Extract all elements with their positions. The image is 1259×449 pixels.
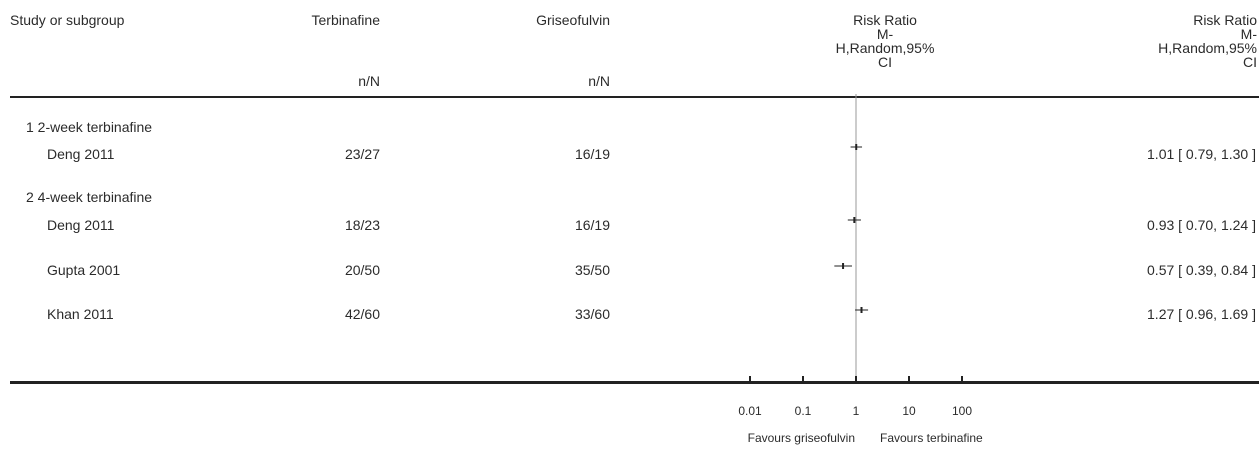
study-treatment: 23/27 [344,146,380,162]
study-name: Gupta 2001 [47,262,121,278]
treatment-nn-header: n/N [358,73,380,89]
point-estimate [853,217,856,223]
x-axis-tick-labels: 0.01 0.1 1 10 100 [0,404,1259,420]
subgroup-title: 2 4-week terbinafine [26,189,153,205]
effect-header-line-1: Risk Ratio [1193,12,1257,28]
treatment-column-header: Terbinafine [311,12,381,28]
x-tick-label: 0.1 [794,404,812,418]
study-treatment: 18/23 [344,217,380,233]
x-tick-label: 0.01 [738,404,762,418]
plot-header-line-4: CI [878,54,892,70]
point-estimate [842,263,845,269]
control-nn-header: n/N [588,73,610,89]
x-tick-label: 10 [902,404,916,418]
subgroup-title: 1 2-week terbinafine [26,119,153,135]
plot-column-header: Risk Ratio M- H,Random,95% CI [810,13,960,69]
study-treatment: 20/50 [344,262,380,278]
favours-right-label: Favours terbinafine [880,431,983,445]
study-effect: 0.57 [ 0.39, 0.84 ] [1147,262,1256,278]
plot-header-line-1: Risk Ratio [853,12,917,28]
effect-header-line-2: M- [1240,26,1257,42]
point-estimate [855,144,858,150]
favours-left-label: Favours griseofulvin [747,431,855,445]
study-name: Deng 2011 [47,217,115,233]
effect-column-header: Risk Ratio M- H,Random,95% CI [1099,13,1257,69]
study-control: 35/50 [574,262,610,278]
study-control: 16/19 [574,217,610,233]
footer-rule [10,381,1259,384]
study-control: 33/60 [574,306,610,322]
plot-header-line-2: M- [876,26,894,42]
study-effect: 1.01 [ 0.79, 1.30 ] [1147,146,1256,162]
effect-header-line-4: CI [1243,54,1257,70]
plot-header-line-3: H,Random,95% [835,40,935,56]
study-name: Khan 2011 [47,306,114,322]
study-effect: 0.93 [ 0.70, 1.24 ] [1147,217,1256,233]
study-name: Deng 2011 [47,146,115,162]
x-tick-label: 1 [852,404,860,418]
x-tick-label: 100 [951,404,973,418]
effect-header-line-3: H,Random,95% [1158,40,1257,56]
header-rule [10,96,1259,98]
point-estimate [860,307,863,313]
study-control: 16/19 [574,146,610,162]
study-treatment: 42/60 [344,306,380,322]
study-effect: 1.27 [ 0.96, 1.69 ] [1147,306,1256,322]
study-column-header: Study or subgroup [10,12,125,28]
control-column-header: Griseofulvin [536,12,610,28]
